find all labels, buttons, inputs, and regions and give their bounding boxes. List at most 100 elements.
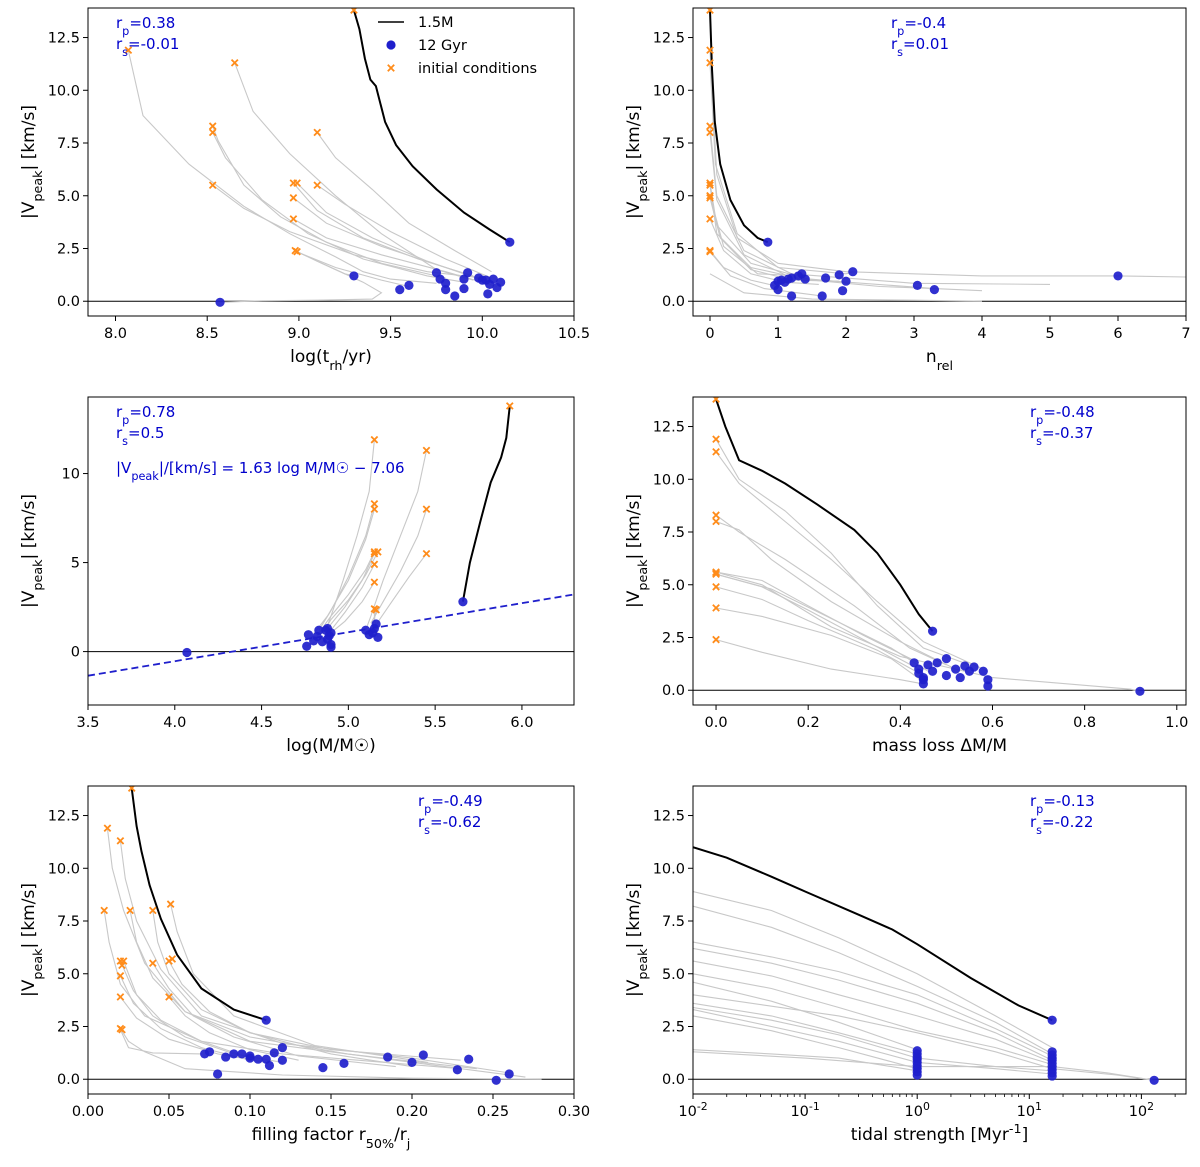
x-axis-label: log(M/M☉)	[286, 736, 375, 756]
final-point-12gyr	[491, 1075, 501, 1085]
initial-condition-marker	[712, 448, 720, 456]
track-line	[316, 551, 375, 636]
x-axis-label: tidal strength [Myr-1]	[851, 1122, 1028, 1146]
track-line	[693, 905, 1053, 1055]
x-tick-label: 3.5	[76, 715, 99, 731]
y-axis-label: |Vpeak| [km/s]	[624, 883, 651, 997]
y-tick-label: 5.0	[662, 578, 685, 594]
track-line	[715, 514, 947, 666]
track-line	[119, 975, 251, 1061]
final-point-12gyr	[969, 662, 979, 672]
track-line	[715, 639, 924, 685]
final-point-12gyr	[253, 1054, 263, 1064]
initial-condition-marker	[208, 122, 217, 130]
y-tick-label: 10.0	[653, 472, 685, 488]
final-point-12gyr	[245, 1051, 255, 1061]
initial-condition-marker	[712, 604, 720, 612]
track-line	[293, 197, 492, 283]
stat-text: rs=0.01	[891, 35, 949, 59]
x-tick-label: 0.6	[981, 715, 1004, 731]
track-line	[715, 571, 920, 664]
final-point-12gyr	[264, 1060, 275, 1071]
x-tick-label: 10.0	[466, 326, 498, 342]
stat-text: |Vpeak|/[km/s] = 1.63 log M/M☉ − 7.06	[116, 459, 405, 483]
x-tick-label: 0.00	[72, 1104, 104, 1120]
stat-text: rs=-0.22	[1030, 813, 1093, 837]
plot-area	[88, 402, 574, 677]
initial-condition-marker	[289, 194, 298, 202]
y-tick-label: 7.5	[57, 136, 80, 152]
x-tick-label: 5	[1045, 326, 1054, 342]
final-point-12gyr	[912, 1070, 922, 1080]
y-axis-label: |Vpeak| [km/s]	[19, 883, 46, 997]
x-tick-label: 4.5	[250, 715, 273, 731]
track-line	[715, 438, 970, 666]
track-line	[693, 1049, 918, 1072]
y-tick-label: 7.5	[662, 525, 685, 541]
y-tick-label: 2.5	[662, 241, 685, 257]
final-point-12gyr	[418, 1050, 428, 1060]
y-tick-label: 12.5	[48, 809, 80, 825]
y-tick-label: 5	[71, 556, 80, 572]
panel-p5: 0.00 0.05 0.10 0.15 0.20 0.25 0.30 0.0 2.5 5.0 7.5…	[19, 785, 590, 1152]
initial-condition-marker	[116, 837, 125, 845]
y-tick-label: 5.0	[57, 967, 80, 983]
initial-condition-marker	[289, 215, 298, 223]
final-point-12gyr	[838, 286, 848, 296]
final-point-12gyr	[504, 1069, 514, 1079]
initial-condition-marker	[313, 181, 322, 190]
track-line	[709, 50, 1186, 278]
final-point-12gyr	[303, 630, 314, 640]
final-point-12gyr	[464, 1054, 474, 1064]
final-point-12gyr	[923, 660, 933, 670]
initial-condition-marker	[706, 8, 714, 14]
y-tick-label: 2.5	[662, 1019, 685, 1035]
initial-condition-marker	[370, 560, 379, 569]
y-axis-label: |Vpeak| [km/s]	[624, 105, 651, 219]
panel-p4: 0.0 0.2 0.4 0.6 0.8 1.0 0.0 2.5 5.0 7.5 10.0 12.5 ma…	[624, 396, 1188, 756]
y-tick-label: 12.5	[653, 809, 685, 825]
highlight-track-1.5M	[709, 10, 769, 244]
y-tick-label: 10.0	[48, 83, 80, 99]
x-tick-label: 0.30	[558, 1104, 590, 1120]
final-point-12gyr	[505, 237, 515, 247]
final-point-12gyr	[912, 280, 923, 291]
final-point-12gyr	[1113, 271, 1123, 281]
track-line	[715, 520, 956, 670]
final-point-12gyr	[841, 276, 851, 286]
initial-condition-marker	[706, 179, 714, 187]
y-tick-label: 10.0	[48, 861, 80, 877]
final-point-12gyr	[215, 297, 225, 307]
axes-frame	[692, 7, 1187, 317]
y-tick-label: 12.5	[48, 31, 80, 47]
final-point-12gyr	[929, 285, 940, 295]
y-tick-label: 5.0	[662, 189, 685, 205]
x-axis-label: log(trh/yr)	[290, 347, 372, 374]
final-point-12gyr	[237, 1049, 247, 1059]
initial-condition-marker	[372, 605, 380, 614]
final-point-12gyr	[441, 285, 451, 295]
track-line	[715, 607, 924, 683]
final-point-12gyr	[452, 1065, 462, 1075]
track-line	[212, 132, 465, 283]
initial-condition-marker	[706, 191, 714, 200]
initial-condition-marker	[116, 993, 125, 1001]
y-tick-label: 10	[62, 467, 80, 483]
legend: 1.5M 12 Gyr initial conditions	[378, 15, 537, 77]
final-point-12gyr	[983, 681, 993, 691]
track-line	[325, 439, 375, 631]
initial-condition-marker	[422, 549, 431, 558]
track-line	[709, 62, 853, 275]
track-line	[709, 132, 983, 292]
initial-condition-marker	[422, 446, 431, 455]
x-tick-label: 0.15	[315, 1104, 347, 1120]
track-line	[313, 509, 375, 635]
plot-area	[88, 786, 574, 1085]
legend-label: 1.5M	[418, 15, 454, 31]
x-tick-label: 1.0	[1165, 715, 1188, 731]
initial-condition-marker	[712, 517, 720, 526]
plot-area	[693, 8, 1186, 302]
axes-frame	[692, 785, 1187, 1095]
initial-condition-marker	[127, 786, 136, 792]
track-line	[316, 132, 492, 273]
